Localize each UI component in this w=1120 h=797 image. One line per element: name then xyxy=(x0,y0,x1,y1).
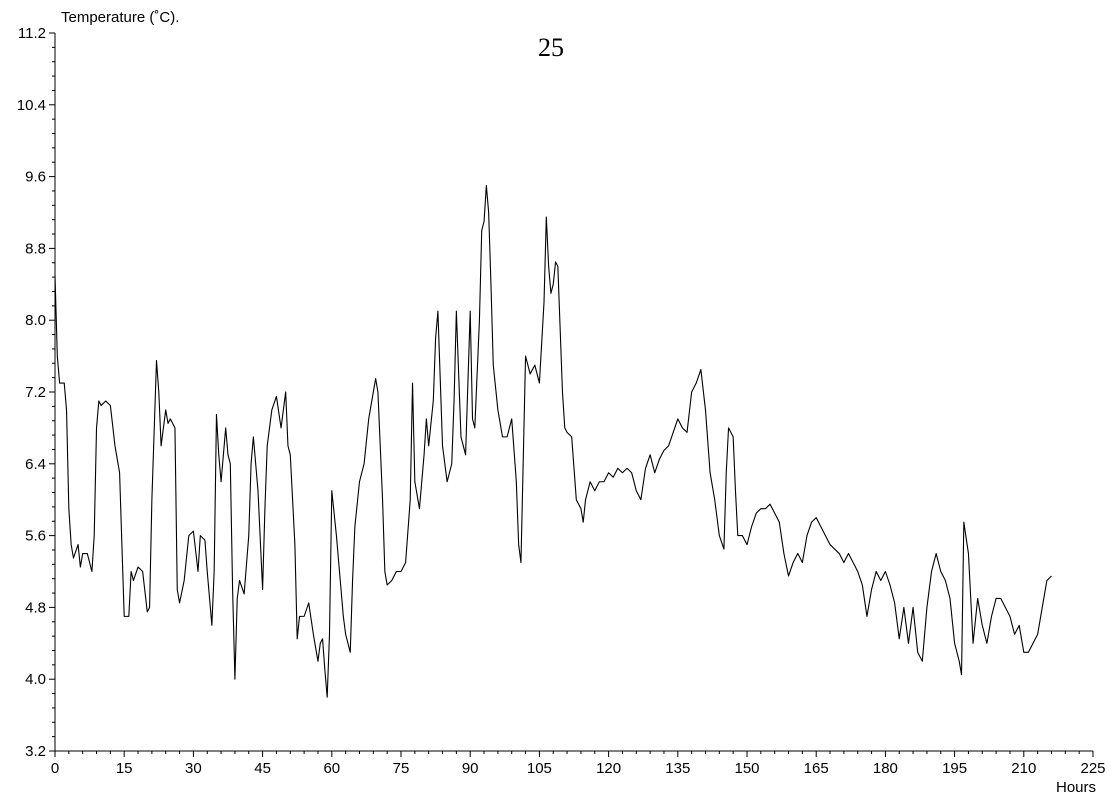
y-tick-label: 3.2 xyxy=(25,743,46,760)
x-tick-label: 45 xyxy=(254,760,271,777)
y-tick-label: 5.6 xyxy=(25,528,46,545)
x-tick-label: 195 xyxy=(942,760,967,777)
x-tick-label: 90 xyxy=(462,760,479,777)
y-axis-title: Temperature (˚C). xyxy=(61,9,179,26)
x-tick-label: 180 xyxy=(873,760,898,777)
x-tick-label: 165 xyxy=(804,760,829,777)
axes xyxy=(54,33,1093,752)
y-tick-label: 10.4 xyxy=(17,97,46,114)
y-tick-label: 6.4 xyxy=(25,456,46,473)
ticks: 0 15 30 45 60 75 90 105 120 135 150 165 180 195 210 225… xyxy=(17,25,1106,777)
x-axis-title: Hours xyxy=(1056,779,1096,796)
x-tick-label: 225 xyxy=(1080,760,1105,777)
y-tick-label: 4.8 xyxy=(25,599,46,616)
chart-title: 25 xyxy=(538,33,564,62)
x-tick-label: 0 xyxy=(51,760,59,777)
x-tick-label: 120 xyxy=(596,760,621,777)
y-tick-label: 11.2 xyxy=(18,25,46,42)
series-layer xyxy=(54,185,1052,698)
y-tick-label: 7.2 xyxy=(25,384,46,401)
x-tick-label: 60 xyxy=(323,760,340,777)
y-tick-label: 9.6 xyxy=(25,169,46,186)
x-tick-label: 15 xyxy=(116,760,133,777)
x-tick-label: 210 xyxy=(1011,760,1036,777)
y-tick-label: 8.0 xyxy=(25,312,46,329)
x-tick-label: 30 xyxy=(185,760,202,777)
y-tick-label: 4.0 xyxy=(25,671,46,688)
x-tick-label: 105 xyxy=(527,760,552,777)
x-tick-label: 150 xyxy=(734,760,759,777)
series-line-temperature xyxy=(54,185,1052,698)
x-tick-label: 135 xyxy=(665,760,690,777)
y-tick-label: 8.8 xyxy=(25,240,46,257)
x-tick-label: 75 xyxy=(393,760,410,777)
